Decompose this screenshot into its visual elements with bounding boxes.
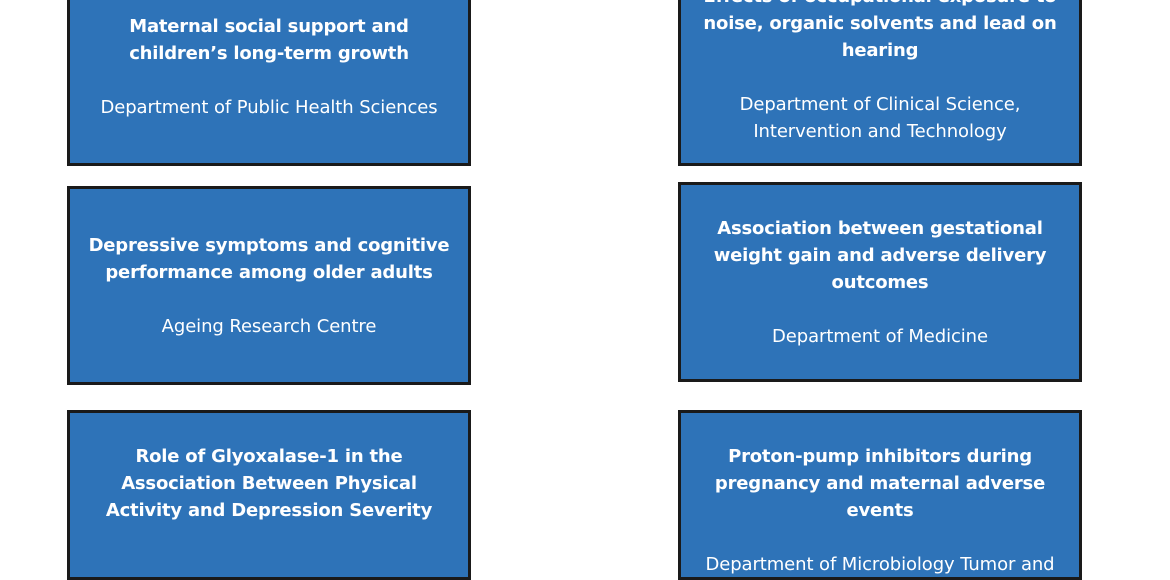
project-card-gestational-weight: Association between gestational weight g… [678,182,1082,382]
project-card-proton-pump: Proton-pump inhibitors during pregnancy … [678,410,1082,580]
project-department: Department of Public Health Sciences [100,97,438,118]
project-title: Maternal social support and children’s l… [129,16,409,64]
project-title: Depressive symptoms and cognitive perfor… [88,234,450,283]
project-title: Proton-pump inhibitors during pregnancy … [714,446,1046,521]
project-title: Association between gestational weight g… [713,217,1047,293]
project-card-depressive-symptoms: Depressive symptoms and cognitive perfor… [67,186,471,385]
project-title: Effects of occupational exposure to nois… [703,0,1057,61]
project-department: Department of Medicine [772,325,988,347]
project-department: Department of Microbiology Tumor and [705,554,1055,575]
project-card-occupational-exposure: Effects of occupational exposure to nois… [678,0,1082,166]
project-department: Ageing Research Centre [161,315,377,337]
project-card-maternal-support: Maternal social support and children’s l… [67,0,471,166]
project-title: Role of Glyoxalase-1 in the Association … [105,446,433,521]
project-card-glyoxalase: Role of Glyoxalase-1 in the Association … [67,410,471,580]
project-department: Department of Clinical Science, Interven… [739,94,1021,142]
